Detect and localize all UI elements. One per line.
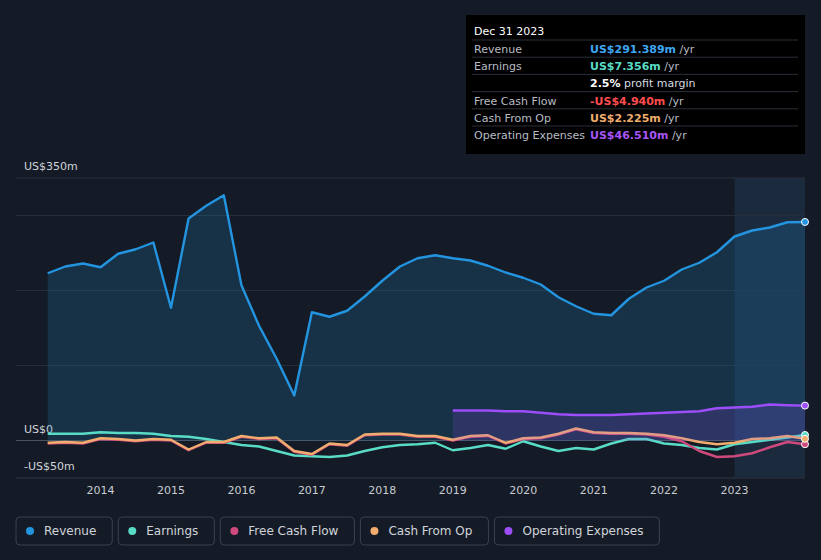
- tooltip-separator: [472, 40, 798, 41]
- series-line: [453, 405, 805, 416]
- tooltip-value-text: -US$4.940m: [590, 95, 665, 108]
- end-point: [802, 435, 809, 442]
- tooltip-box: [466, 15, 805, 154]
- x-tick-label: 2014: [87, 484, 115, 497]
- legend-item: Earnings: [118, 517, 214, 545]
- x-tick-label: 2021: [580, 484, 608, 497]
- tooltip-value-text: US$2.225m: [590, 112, 661, 125]
- legend-box: [494, 517, 659, 545]
- x-tick-label: 2023: [721, 484, 749, 497]
- tooltip-separator: [472, 91, 798, 92]
- legend-label: Cash From Op: [388, 524, 472, 538]
- y-tick-label: US$350m: [24, 160, 78, 173]
- legend-box: [220, 517, 354, 545]
- tooltip-value: -US$4.940m /yr: [590, 95, 684, 108]
- plot-area: [48, 195, 809, 457]
- legend-label: Operating Expenses: [522, 524, 643, 538]
- grid-line: [16, 178, 805, 179]
- tooltip-label: Cash From Op: [474, 112, 551, 125]
- tooltip-suffix: profit margin: [621, 77, 696, 90]
- chart: -US$50mUS$0US$350m2014201520162017201820…: [0, 0, 821, 560]
- tooltip-separator: [472, 74, 798, 75]
- tooltip-label: Earnings: [474, 60, 522, 73]
- tooltip-suffix: /yr: [661, 60, 680, 73]
- legend-swatch: [370, 527, 378, 535]
- legend-swatch: [26, 527, 34, 535]
- end-point: [802, 218, 809, 225]
- legend-swatch: [128, 527, 136, 535]
- end-point: [802, 402, 809, 409]
- x-tick-label: 2016: [227, 484, 255, 497]
- legend-box: [118, 517, 214, 545]
- grid-line: [16, 478, 805, 479]
- tooltip-label: Revenue: [474, 43, 522, 56]
- tooltip-value-text: US$46.510m: [590, 129, 668, 142]
- legend-item: Cash From Op: [360, 517, 488, 545]
- legend-box: [360, 517, 488, 545]
- x-tick-label: 2017: [298, 484, 326, 497]
- tooltip-value: US$46.510m /yr: [590, 129, 687, 142]
- tooltip-value: US$7.356m /yr: [590, 60, 679, 73]
- legend-box: [16, 517, 112, 545]
- tooltip-title: Dec 31 2023: [474, 25, 544, 38]
- series-area: [48, 195, 805, 440]
- x-tick-label: 2015: [157, 484, 185, 497]
- x-tick-label: 2022: [650, 484, 678, 497]
- series-line: [48, 195, 805, 395]
- legend-item: Free Cash Flow: [220, 517, 354, 545]
- legend-swatch: [230, 527, 238, 535]
- legend-swatch: [504, 527, 512, 535]
- legend-label: Free Cash Flow: [248, 524, 338, 538]
- tooltip-separator: [472, 108, 798, 109]
- x-tick-label: 2018: [368, 484, 396, 497]
- legend-item: Operating Expenses: [494, 517, 659, 545]
- tooltip-value: 2.5% profit margin: [590, 77, 696, 90]
- tooltip: Dec 31 2023 Revenue US$291.389m /yr Earning…: [466, 15, 805, 154]
- series-area: [453, 405, 805, 441]
- x-tick-label: 2019: [439, 484, 467, 497]
- tooltip-separator: [472, 126, 798, 127]
- y-tick-label: -US$50m: [24, 460, 75, 473]
- tooltip-value-text: 2.5%: [590, 77, 621, 90]
- tooltip-suffix: /yr: [676, 43, 695, 56]
- tooltip-suffix: /yr: [661, 112, 680, 125]
- grid-line: [16, 215, 805, 216]
- legend-label: Revenue: [44, 524, 96, 538]
- tooltip-suffix: /yr: [668, 129, 687, 142]
- tooltip-suffix: /yr: [665, 95, 684, 108]
- legend-label: Earnings: [146, 524, 198, 538]
- tooltip-label: Free Cash Flow: [474, 95, 557, 108]
- legend-item: Revenue: [16, 517, 112, 545]
- tooltip-value-text: US$291.389m: [590, 43, 676, 56]
- x-axis-line: [16, 478, 805, 479]
- x-tick-label: 2020: [509, 484, 537, 497]
- tooltip-label: Operating Expenses: [474, 129, 585, 142]
- tooltip-value-text: US$7.356m: [590, 60, 661, 73]
- tooltip-value: US$291.389m /yr: [590, 43, 695, 56]
- tooltip-separator: [472, 57, 798, 58]
- tooltip-value: US$2.225m /yr: [590, 112, 679, 125]
